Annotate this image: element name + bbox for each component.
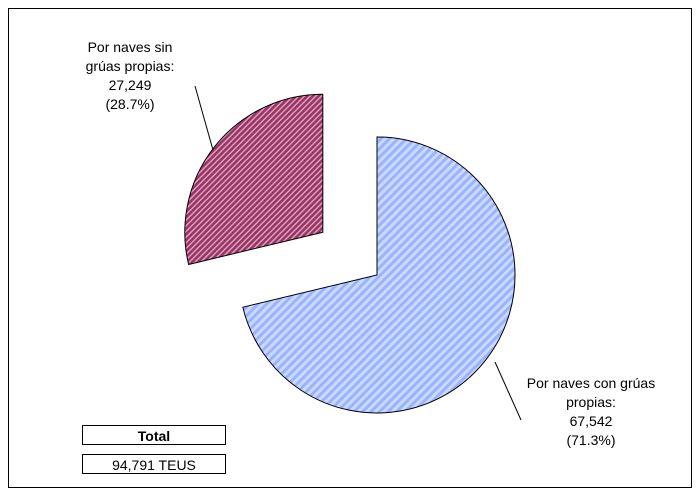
slice-label: Por naves sin grúas propias: 27,249 (28.… xyxy=(55,38,205,114)
slice-label: Por naves con grúas propias: 67,542 (71.… xyxy=(516,374,666,450)
leader-line xyxy=(494,361,522,421)
total-text: 94,791 TEUS xyxy=(82,454,226,474)
leader-line xyxy=(194,85,214,151)
value-label: 67,542 xyxy=(569,413,613,429)
pie-slice xyxy=(242,136,516,414)
category-label: Por naves sin grúas propias: xyxy=(85,39,175,74)
pie-slice xyxy=(184,93,324,266)
percent-label: (71.3%) xyxy=(566,432,616,448)
total-title: Total xyxy=(82,425,226,445)
value-label: 27,249 xyxy=(108,77,152,93)
percent-label: (28.7%) xyxy=(105,96,155,112)
category-label: Por naves con grúas propias: xyxy=(526,375,656,410)
